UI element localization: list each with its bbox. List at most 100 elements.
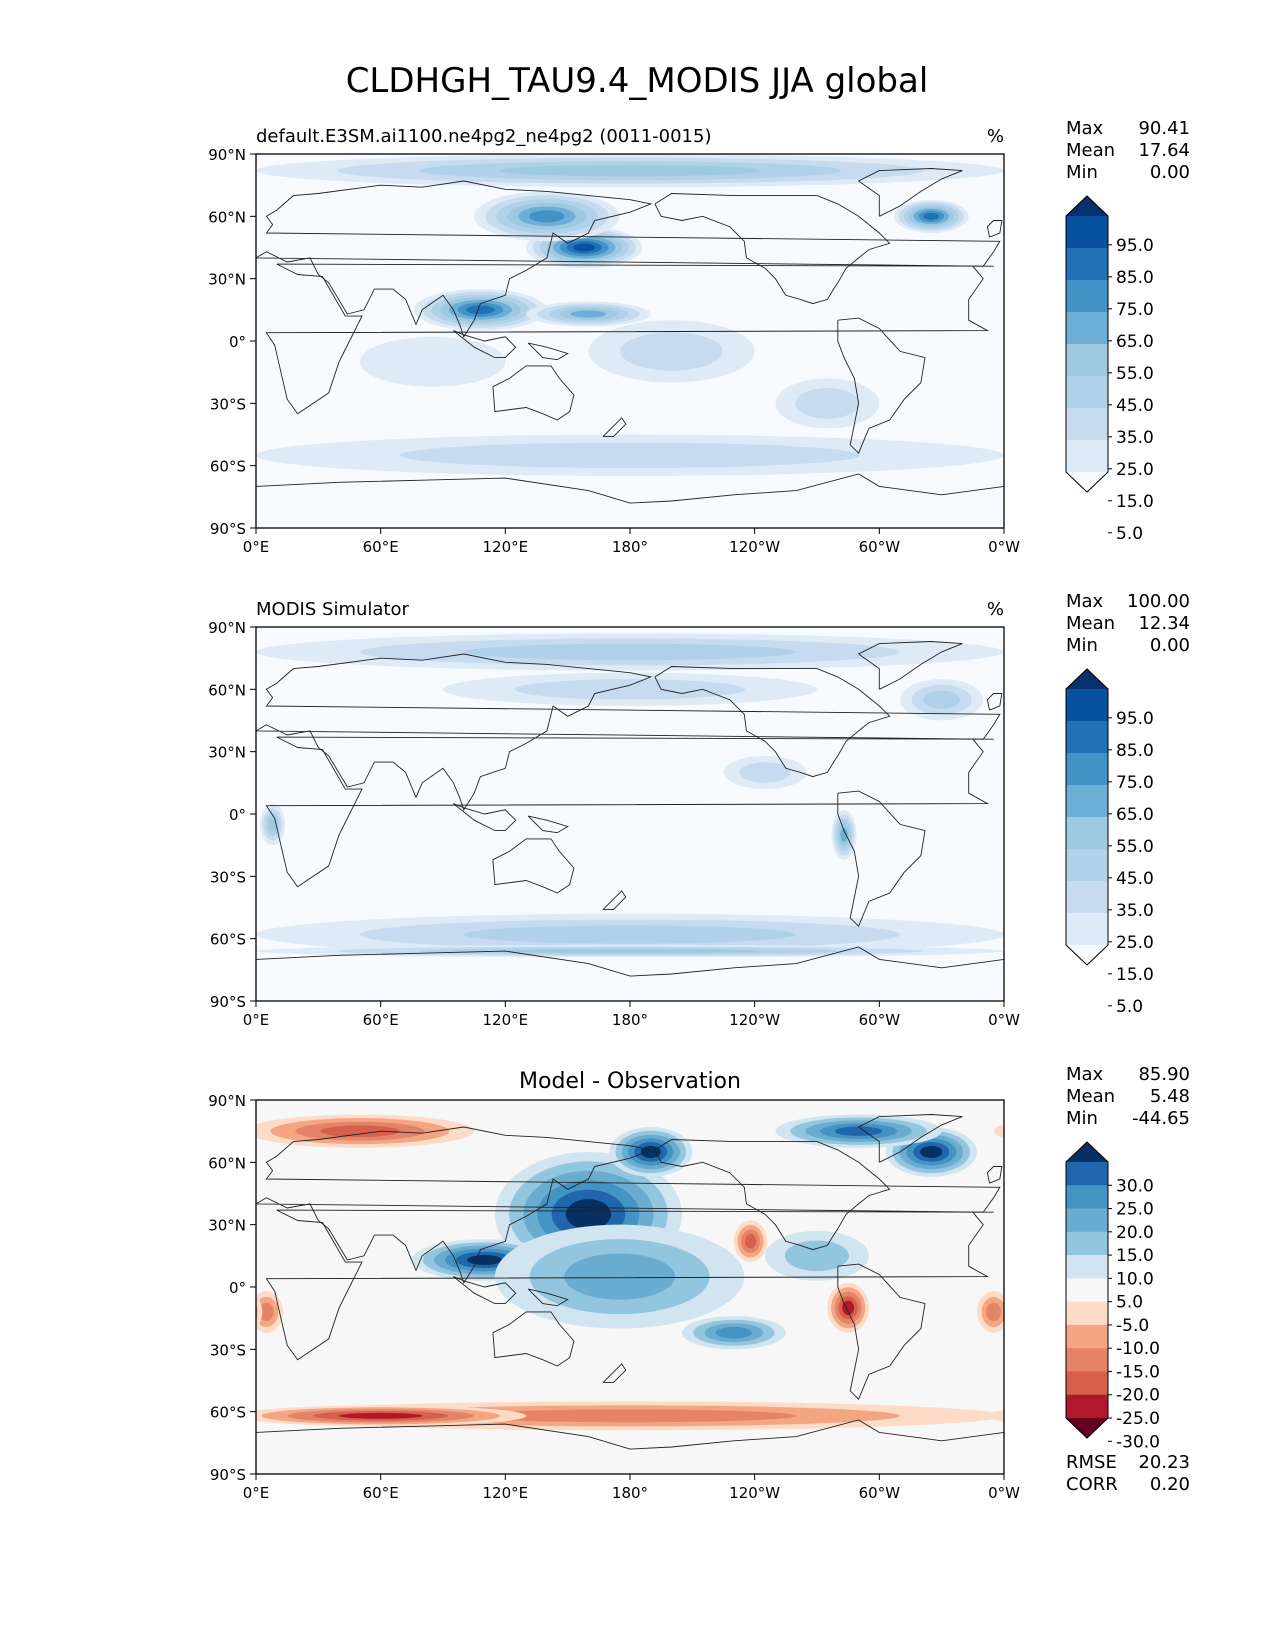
colorbar-swatch (1066, 785, 1108, 818)
stat-label: Max (1066, 591, 1104, 612)
lon-tick-label: 0°E (243, 1011, 270, 1029)
colorbar-label: -5.0 (1116, 1316, 1149, 1336)
colorbar-label: 85.0 (1116, 268, 1154, 288)
lon-tick-label: 120°E (483, 1011, 529, 1029)
contour-obs-0-3 (463, 643, 797, 661)
colorbar-label: 45.0 (1116, 869, 1154, 889)
lon-tick-label: 60°E (363, 538, 399, 556)
contour-obs-4-5 (840, 827, 848, 842)
coastline-1 (256, 653, 1001, 811)
colorbar-label: 25.0 (1116, 1200, 1154, 1220)
contour-diff-12-4 (744, 1234, 757, 1249)
stat-value: 90.41 (1138, 118, 1190, 139)
lat-tick-label: 30°S (210, 868, 246, 886)
stat-label: Max (1066, 1064, 1104, 1085)
panels: 90°N60°N30°N0°30°S60°S90°S0°E 60°E 120°E 18… (208, 118, 1190, 1502)
colorbar-model: 95.0 85.0 75.0 65.0 55.0 45.0 35.0 25.0 15.0 5.0 (1065, 195, 1154, 544)
colorbar-swatch (1066, 1394, 1108, 1419)
coastline-5 (857, 168, 963, 217)
field-obs (256, 627, 1004, 1001)
stat-value: 17.64 (1138, 140, 1190, 161)
colorbar-swatch (1066, 817, 1108, 850)
colorbar-swatch (1066, 216, 1108, 249)
contour-diff-13-2 (1002, 1304, 1004, 1320)
coastline-7 (527, 342, 569, 361)
lon-tick-label: 120°E (483, 1484, 529, 1502)
lon-tick-label: 60°E (363, 1011, 399, 1029)
coastline-0 (265, 263, 994, 415)
contour-diff-10-5 (339, 1412, 423, 1419)
contour-model-5-4 (499, 164, 761, 177)
lon-tick-label: 120°W (729, 1484, 780, 1502)
colorbar-label: 75.0 (1116, 300, 1154, 320)
coastline-4 (492, 838, 575, 894)
contour-model-4-7 (923, 212, 940, 220)
colorbar-swatch (1066, 280, 1108, 313)
coastlines-obs (256, 641, 1004, 977)
stat-value: 100.00 (1127, 591, 1190, 612)
panel-left-title: default.E3SM.ai1100.ne4pg2_ne4pg2 (0011-… (256, 126, 711, 147)
colorbar-extend-max (1066, 669, 1108, 689)
colorbar-swatch (1066, 1162, 1108, 1186)
colorbar-label: 15.0 (1116, 1246, 1154, 1266)
lon-tick-label: 120°W (729, 538, 780, 556)
coastline-9 (986, 220, 1003, 238)
lat-tick-label: 60°S (210, 1404, 246, 1422)
coastline-6 (453, 803, 517, 832)
contour-diff-10-1 (983, 1410, 1004, 1422)
lat-tick-label: 30°N (208, 271, 246, 289)
lat-tick-label: 30°N (208, 744, 246, 762)
lat-tick-label: 90°S (210, 1466, 246, 1484)
stat-label: Min (1066, 1108, 1098, 1129)
contour-diff-8-1 (993, 1124, 1004, 1139)
colorbar-swatch (1066, 1301, 1108, 1326)
lon-tick-label: 0°W (988, 538, 1020, 556)
panel-center-title: Model - Observation (519, 1069, 741, 1094)
colorbar-extend-min (1066, 472, 1108, 492)
colorbar-extend-min (1066, 945, 1108, 965)
colorbar-label: 35.0 (1116, 428, 1154, 448)
colorbar-swatch (1066, 248, 1108, 281)
contour-diff-1-6 (466, 1254, 503, 1266)
colorbar-label: 85.0 (1116, 741, 1154, 761)
panel-obs: 90°N 60°N 30°N 0° 30°S 60°S 90°S0°E 60°E 120°E 18… (208, 591, 1190, 1029)
lat-tick-label: 30°S (210, 1341, 246, 1359)
lat-tick-label: 30°S (210, 395, 246, 413)
contour-obs-6-2 (739, 762, 791, 783)
stat-value: 85.90 (1138, 1064, 1190, 1085)
lat-tick-label: 60°S (210, 458, 246, 476)
coastline-2 (654, 193, 891, 305)
colorbar-label: 75.0 (1116, 773, 1154, 793)
colorbar-swatch (1066, 1278, 1108, 1303)
colorbar-label: 5.0 (1116, 524, 1143, 544)
coastline-9 (986, 1166, 1003, 1184)
stat-label: Mean (1066, 1086, 1115, 1107)
colorbar-swatch (1066, 408, 1108, 441)
contour-obs-2-3 (463, 925, 797, 944)
lon-tick-label: 60°W (859, 1011, 901, 1029)
colorbar-label: -20.0 (1116, 1386, 1160, 1406)
panel-model: 90°N 60°N 30°N 0° 30°S 60°S 90°S0°E 60°E 120°E 18… (208, 118, 1190, 556)
contour-diff-4-5 (834, 1126, 883, 1136)
lon-tick-label: 60°W (859, 1484, 901, 1502)
colorbar-label: 65.0 (1116, 805, 1154, 825)
contour-diff-14-2 (256, 1304, 258, 1320)
coastline-6 (453, 1276, 517, 1305)
colorbar-swatch (1066, 1185, 1108, 1210)
lon-tick-label: 0°E (243, 538, 270, 556)
contour-model-2-7 (466, 305, 495, 315)
colorbar-label: 15.0 (1116, 965, 1154, 985)
contour-diff-8-4 (320, 1125, 400, 1137)
lon-tick-label: 0°W (988, 1011, 1020, 1029)
lon-tick-label: 0°E (243, 1484, 270, 1502)
contour-model-6-2 (399, 442, 861, 469)
stat-label: Max (1066, 118, 1104, 139)
contour-diff-6-3 (564, 1253, 676, 1300)
lon-tick-label: 0°W (988, 1484, 1020, 1502)
extra-stat-value: 20.23 (1138, 1452, 1190, 1473)
contour-model-1-6 (529, 210, 565, 223)
panel-units: % (987, 126, 1004, 147)
contour-obs-5-4 (268, 817, 277, 832)
colorbar-label: 55.0 (1116, 837, 1154, 857)
